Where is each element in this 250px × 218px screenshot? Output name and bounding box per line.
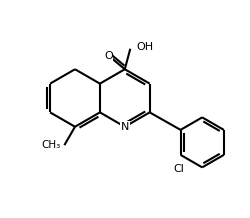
Text: CH₃: CH₃ (41, 140, 60, 150)
Text: O: O (104, 51, 113, 61)
Text: Cl: Cl (174, 164, 185, 174)
Text: N: N (120, 122, 129, 132)
Text: OH: OH (136, 43, 154, 53)
